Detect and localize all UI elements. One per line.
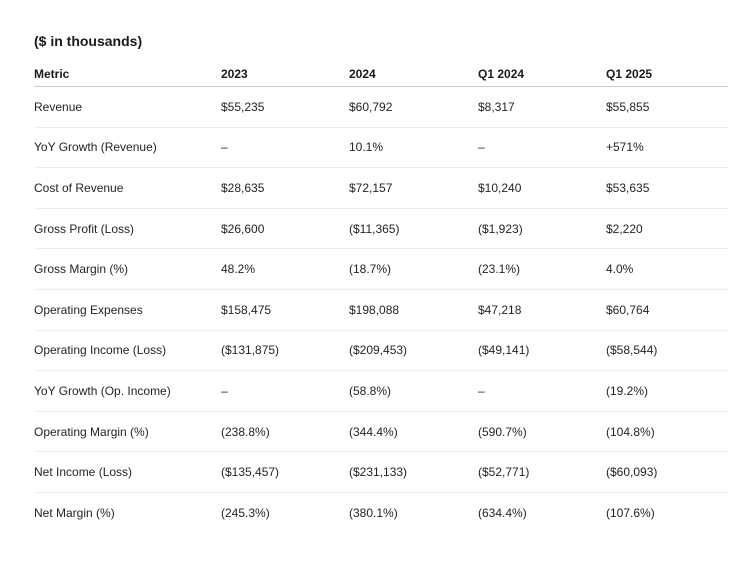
- metric-cell: YoY Growth (Op. Income): [34, 370, 221, 412]
- value-cell: –: [478, 370, 606, 412]
- value-cell: $55,235: [221, 86, 349, 128]
- table-row: YoY Growth (Op. Income) – (58.8%) – (19.…: [34, 370, 728, 412]
- value-cell: (18.7%): [349, 248, 478, 290]
- value-cell: (104.8%): [606, 411, 728, 453]
- table-row: Gross Profit (Loss) $26,600 ($11,365) ($…: [34, 208, 728, 250]
- table-row: Operating Expenses $158,475 $198,088 $47…: [34, 289, 728, 331]
- value-cell: (590.7%): [478, 411, 606, 453]
- value-cell: ($11,365): [349, 208, 478, 250]
- metric-cell: Operating Expenses: [34, 289, 221, 331]
- value-cell: –: [478, 127, 606, 169]
- table-header-row: Metric 2023 2024 Q1 2024 Q1 2025: [34, 62, 728, 87]
- value-cell: $47,218: [478, 289, 606, 331]
- value-cell: ($1,923): [478, 208, 606, 250]
- header-2024: 2024: [349, 62, 478, 87]
- value-cell: $26,600: [221, 208, 349, 250]
- value-cell: –: [221, 370, 349, 412]
- header-metric: Metric: [34, 62, 221, 87]
- metric-cell: Gross Profit (Loss): [34, 208, 221, 250]
- value-cell: $53,635: [606, 167, 728, 209]
- table-row: YoY Growth (Revenue) – 10.1% – +571%: [34, 127, 728, 169]
- value-cell: ($131,875): [221, 330, 349, 372]
- value-cell: ($231,133): [349, 451, 478, 493]
- metric-cell: Operating Margin (%): [34, 411, 221, 453]
- value-cell: (634.4%): [478, 505, 527, 520]
- value-cell: $2,220: [606, 208, 728, 250]
- metric-cell: Cost of Revenue: [34, 167, 221, 209]
- value-cell: (238.8%): [221, 411, 349, 453]
- value-cell: $60,764: [606, 289, 728, 331]
- value-cell: $72,157: [349, 167, 478, 209]
- value-cell: $8,317: [478, 86, 606, 128]
- table-row: Net Margin (%) (245.3%) (380.1%) (634.4%…: [34, 492, 728, 532]
- metric-cell: Operating Income (Loss): [34, 330, 221, 372]
- metric-cell: Gross Margin (%): [34, 248, 221, 290]
- value-cell: (58.8%): [349, 370, 478, 412]
- table-row: Gross Margin (%) 48.2% (18.7%) (23.1%) 4…: [34, 248, 728, 290]
- header-q1-2025: Q1 2025: [606, 62, 728, 87]
- table-row: Revenue $55,235 $60,792 $8,317 $55,855: [34, 86, 728, 128]
- value-cell: $198,088: [349, 289, 478, 331]
- value-cell: 10.1%: [349, 127, 478, 169]
- value-cell: ($135,457): [221, 451, 349, 493]
- value-cell: 48.2%: [221, 248, 349, 290]
- header-q1-2024: Q1 2024: [478, 62, 606, 87]
- value-cell: 4.0%: [606, 248, 728, 290]
- value-cell: (344.4%): [349, 411, 478, 453]
- value-cell: $10,240: [478, 167, 606, 209]
- value-cell: (23.1%): [478, 248, 606, 290]
- value-cell: (380.1%): [349, 505, 398, 520]
- value-cell: ($58,544): [606, 330, 728, 372]
- value-cell: $60,792: [349, 86, 478, 128]
- table-row: Operating Margin (%) (238.8%) (344.4%) (…: [34, 411, 728, 453]
- metric-cell: YoY Growth (Revenue): [34, 127, 221, 169]
- metric-cell: Net Margin (%): [34, 505, 115, 520]
- table-row: Net Income (Loss) ($135,457) ($231,133) …: [34, 451, 728, 493]
- value-cell: $28,635: [221, 167, 349, 209]
- value-cell: (107.6%): [606, 505, 655, 520]
- value-cell: ($60,093): [606, 451, 728, 493]
- header-2023: 2023: [221, 62, 349, 87]
- value-cell: (245.3%): [221, 505, 270, 520]
- value-cell: ($209,453): [349, 330, 478, 372]
- value-cell: (19.2%): [606, 370, 728, 412]
- value-cell: $55,855: [606, 86, 728, 128]
- value-cell: $158,475: [221, 289, 349, 331]
- metric-cell: Net Income (Loss): [34, 451, 221, 493]
- metric-cell: Revenue: [34, 86, 221, 128]
- value-cell: ($49,141): [478, 330, 606, 372]
- financial-table: Metric 2023 2024 Q1 2024 Q1 2025 Revenue…: [34, 62, 728, 533]
- table-row: Cost of Revenue $28,635 $72,157 $10,240 …: [34, 167, 728, 209]
- value-cell: ($52,771): [478, 451, 606, 493]
- table-caption: ($ in thousands): [34, 33, 143, 49]
- financial-table-container: ($ in thousands) Metric 2023 2024 Q1 202…: [34, 30, 728, 533]
- value-cell: +571%: [606, 127, 728, 169]
- value-cell: –: [221, 127, 349, 169]
- table-row: Operating Income (Loss) ($131,875) ($209…: [34, 330, 728, 372]
